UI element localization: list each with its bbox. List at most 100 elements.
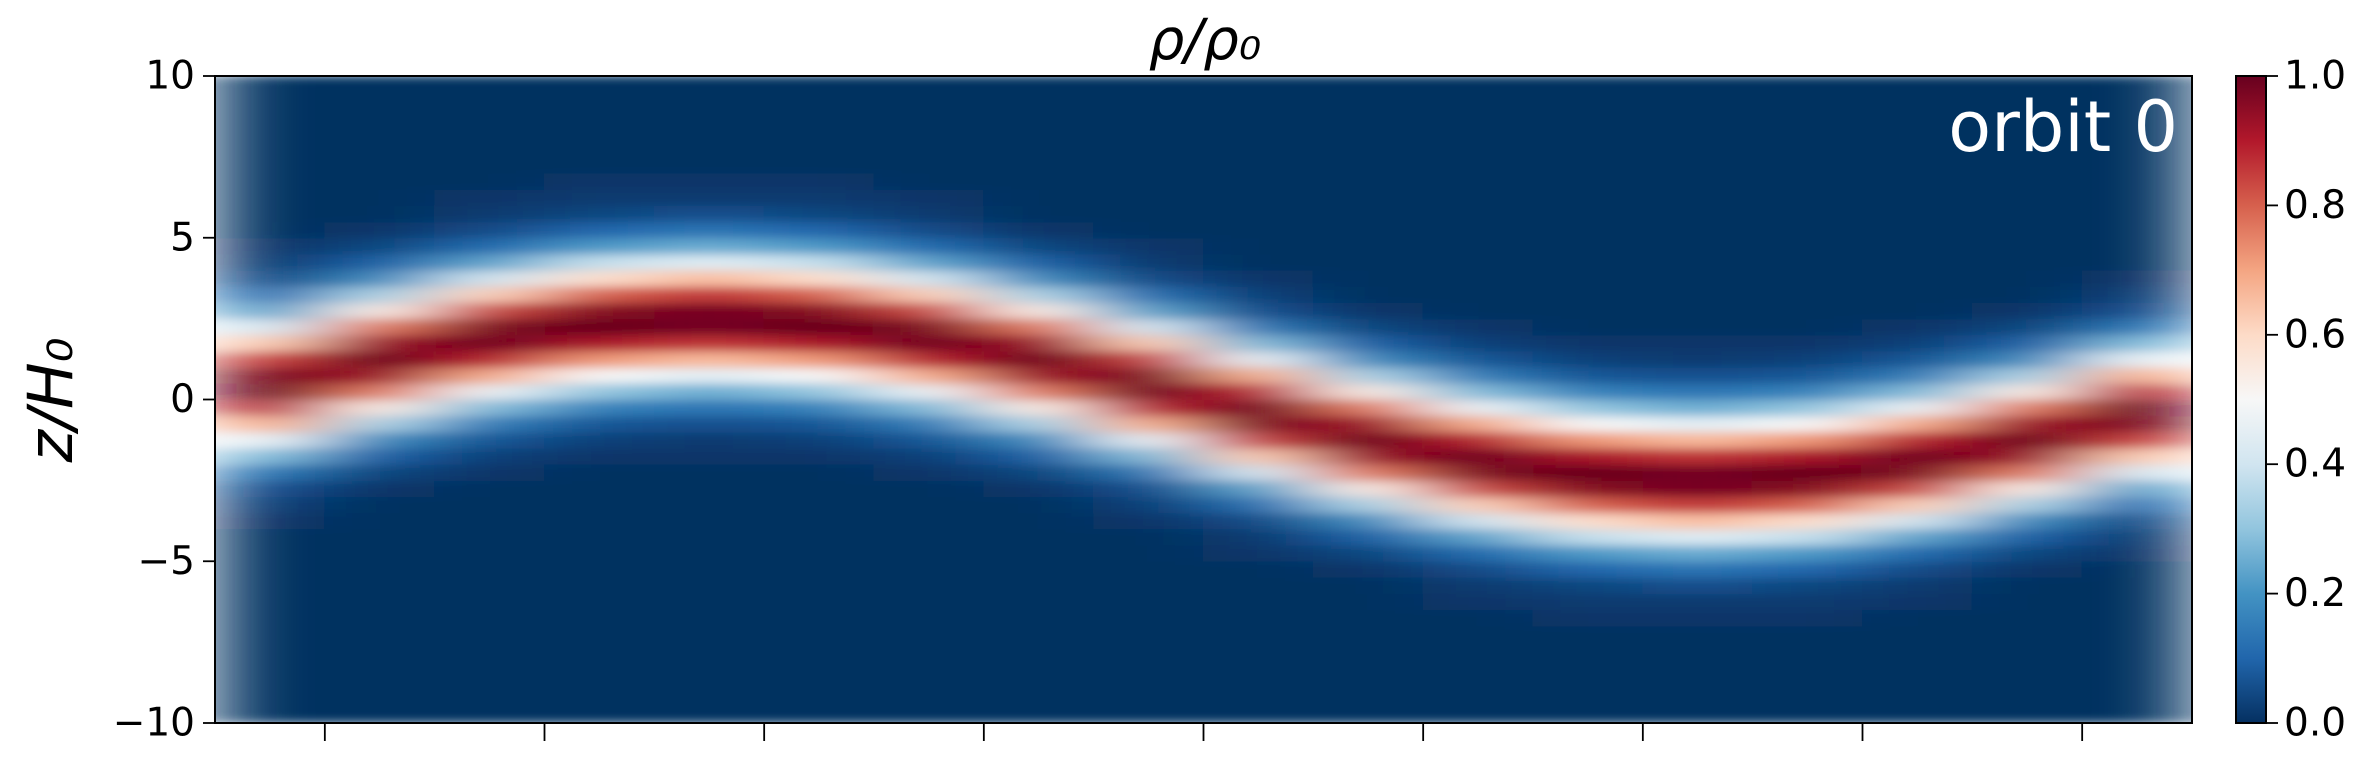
heatmap-cell — [1422, 253, 1534, 271]
heatmap-cell — [1422, 172, 1534, 190]
heatmap-cell — [2081, 593, 2192, 611]
heatmap-cell — [1642, 673, 1754, 692]
y-axis-label: z/H₀ — [14, 338, 87, 464]
heatmap-cell — [1312, 576, 1424, 595]
heatmap-cell — [1422, 334, 1534, 352]
heatmap-cell — [1422, 301, 1534, 320]
heatmap-cell — [653, 560, 765, 578]
heatmap-cell — [983, 91, 1095, 109]
heatmap-cell — [1203, 641, 1314, 659]
heatmap-cell — [1971, 334, 2083, 352]
heatmap-cell — [324, 496, 436, 514]
heatmap-cell — [653, 415, 765, 433]
heatmap-cell — [763, 512, 875, 530]
heatmap-cell — [653, 91, 765, 109]
heatmap-cell — [1532, 221, 1644, 239]
heatmap-cell — [1093, 560, 1204, 578]
heatmap-cell — [1971, 366, 2083, 384]
heatmap-cell — [1971, 673, 2083, 692]
heatmap-cell — [1093, 301, 1204, 320]
heatmap-cell — [324, 253, 436, 271]
heatmap-cell — [1971, 237, 2083, 255]
heatmap-cell — [1642, 124, 1754, 142]
heatmap-cell — [1422, 285, 1534, 303]
heatmap-cell — [1862, 706, 1973, 723]
heatmap-cell — [1752, 124, 1863, 142]
heatmap-cell — [873, 512, 985, 530]
heatmap-cell — [1862, 156, 1973, 174]
heatmap-cell — [1312, 706, 1424, 723]
heatmap-cell — [1093, 673, 1204, 692]
heatmap-cell — [1093, 366, 1204, 384]
heatmap-cell — [1752, 382, 1863, 401]
heatmap-cell — [1862, 415, 1973, 433]
heatmap-cell — [1532, 641, 1644, 659]
heatmap-cell — [1862, 269, 1973, 287]
heatmap-cell — [1203, 221, 1314, 239]
heatmap-cell — [763, 399, 875, 417]
heatmap-cell — [1752, 140, 1863, 158]
heatmap-cell — [1532, 318, 1644, 336]
heatmap-cell — [1422, 188, 1534, 206]
heatmap-cell — [544, 285, 655, 303]
heatmap-cell — [1642, 366, 1754, 384]
heatmap-cell — [324, 641, 436, 659]
heatmap-cell — [653, 156, 765, 174]
colorbar-tick-label: 0.0 — [2284, 701, 2346, 746]
heatmap-cell — [324, 528, 436, 546]
heatmap-cell — [983, 512, 1095, 530]
heatmap-cell — [873, 140, 985, 158]
heatmap-cell — [544, 706, 655, 723]
heatmap-cell — [2081, 156, 2192, 174]
heatmap-cell — [763, 528, 875, 546]
heatmap-cell — [215, 172, 326, 190]
heatmap-cell — [1203, 237, 1314, 255]
heatmap-cell — [1971, 560, 2083, 578]
heatmap-cell — [1862, 204, 1973, 223]
heatmap-cell — [983, 431, 1095, 449]
heatmap-cell — [873, 334, 985, 352]
heatmap-cell — [1642, 544, 1754, 562]
heatmap-cell — [1093, 382, 1204, 401]
heatmap-cell — [215, 657, 326, 675]
heatmap-cell — [1752, 544, 1863, 562]
heatmap-cell — [544, 366, 655, 384]
colorbar-tick-label: 0.8 — [2284, 183, 2346, 228]
heatmap-cell — [1093, 350, 1204, 368]
heatmap-cell — [873, 269, 985, 287]
heatmap-cell — [1971, 172, 2083, 190]
heatmap-cell — [1752, 593, 1863, 611]
heatmap-cell — [324, 512, 436, 530]
heatmap-cell — [653, 399, 765, 417]
heatmap-cell — [1312, 690, 1424, 708]
heatmap-cell — [1312, 625, 1424, 643]
heatmap-cell — [544, 253, 655, 271]
heatmap-cell — [1312, 301, 1424, 320]
heatmap-cell — [653, 496, 765, 514]
heatmap-cell — [1752, 285, 1863, 303]
heatmap-cell — [1203, 204, 1314, 223]
heatmap-cell — [434, 560, 545, 578]
heatmap-cell — [653, 528, 765, 546]
heatmap-cell — [1971, 625, 2083, 643]
heatmap-cell — [763, 269, 875, 287]
heatmap-cell — [763, 350, 875, 368]
heatmap-cell — [434, 415, 545, 433]
heatmap-cell — [2081, 431, 2192, 449]
heatmap-cell — [1862, 479, 1973, 498]
heatmap-cell — [653, 609, 765, 627]
heatmap-cell — [763, 544, 875, 562]
heatmap-cell — [434, 237, 545, 255]
heatmap-cell — [434, 221, 545, 239]
heatmap-cell — [1312, 269, 1424, 287]
heatmap-cell — [1532, 415, 1644, 433]
heatmap-cell — [1312, 172, 1424, 190]
heatmap-cell — [983, 366, 1095, 384]
heatmap-cell — [215, 593, 326, 611]
heatmap-cell — [1093, 544, 1204, 562]
heatmap-cell — [1203, 172, 1314, 190]
heatmap-cell — [653, 625, 765, 643]
heatmap-cell — [215, 399, 326, 417]
heatmap-cell — [215, 350, 326, 368]
